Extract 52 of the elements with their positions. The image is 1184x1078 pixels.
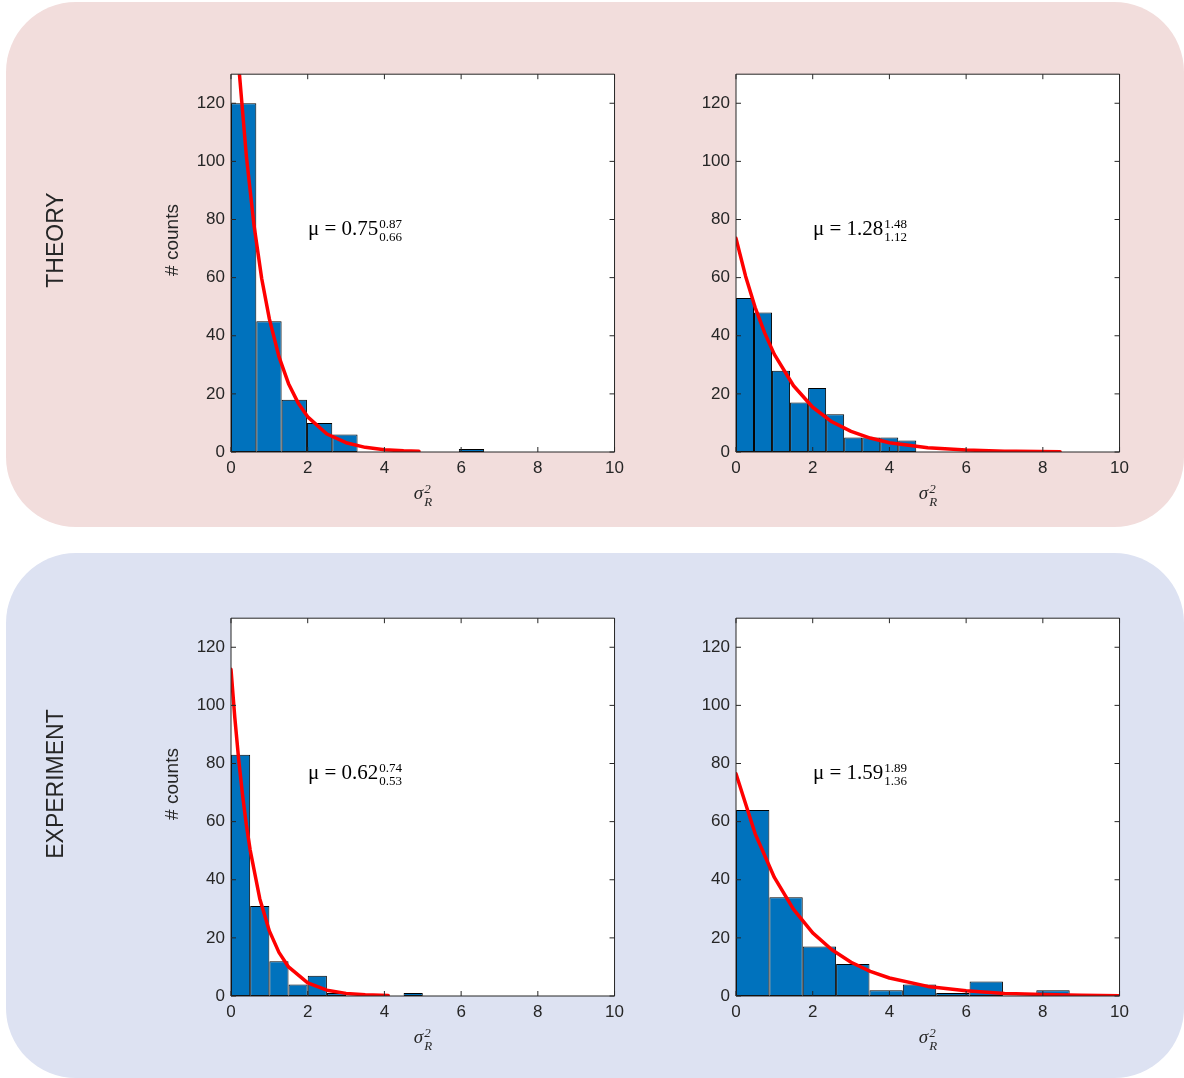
y-tick-label: 20 [711, 927, 730, 947]
y-tick-label: 120 [196, 636, 225, 656]
y-tick-label: 20 [206, 383, 225, 403]
y-tick-label: 120 [196, 92, 225, 112]
y-tick-label: 0 [720, 985, 730, 1005]
x-tick-label: 8 [533, 457, 543, 477]
y-tick-label: 0 [720, 441, 730, 461]
x-tick-label: 2 [302, 1001, 313, 1021]
y-tick-label: 100 [701, 151, 730, 171]
y-tick-label: 40 [711, 325, 730, 345]
y-tick-label: 120 [701, 92, 730, 112]
x-tick-label: 8 [533, 1001, 543, 1021]
y-tick-label: 0 [215, 441, 225, 461]
x-tick-label: 6 [961, 457, 971, 477]
y-tick-label: 60 [206, 267, 225, 287]
y-tick-label: 100 [701, 695, 730, 715]
x-tick-label: 8 [1038, 457, 1048, 477]
y-tick-label: 0 [215, 985, 225, 1005]
y-tick-label: 40 [206, 869, 225, 889]
y-tick-label: 60 [711, 267, 730, 287]
y-axis-title: # counts [161, 204, 183, 276]
y-tick-label: 100 [196, 151, 225, 171]
x-tick-label: 6 [456, 1001, 466, 1021]
x-tick-label: 2 [302, 457, 313, 477]
x-tick-label: 4 [884, 1001, 895, 1021]
x-tick-label: 2 [807, 457, 818, 477]
x-tick-label: 2 [807, 1001, 818, 1021]
x-tick-label: 4 [379, 1001, 390, 1021]
x-tick-label: 10 [1110, 1001, 1130, 1021]
y-tick-label: 100 [196, 695, 225, 715]
y-axis-title: # counts [161, 748, 183, 820]
x-tick-label: 8 [1038, 1001, 1048, 1021]
text: THEORY [41, 192, 69, 288]
y-tick-label: 40 [711, 869, 730, 889]
x-tick-label: 6 [961, 1001, 971, 1021]
y-tick-label: 80 [711, 209, 730, 229]
y-tick-label: 80 [206, 209, 225, 229]
y-tick-label: 60 [206, 811, 225, 831]
text: EXPERIMENT [41, 709, 69, 859]
x-tick-label: 10 [605, 457, 625, 477]
y-tick-label: 40 [206, 325, 225, 345]
x-tick-label: 4 [884, 457, 895, 477]
y-tick-label: 60 [711, 811, 730, 831]
x-tick-label: 10 [1110, 457, 1130, 477]
y-tick-label: 120 [701, 636, 730, 656]
y-tick-label: 20 [711, 383, 730, 403]
x-tick-label: 4 [379, 457, 390, 477]
y-tick-label: 80 [711, 753, 730, 773]
x-tick-label: 6 [456, 457, 466, 477]
y-tick-label: 20 [206, 927, 225, 947]
y-tick-label: 80 [206, 753, 225, 773]
x-tick-label: 10 [605, 1001, 625, 1021]
